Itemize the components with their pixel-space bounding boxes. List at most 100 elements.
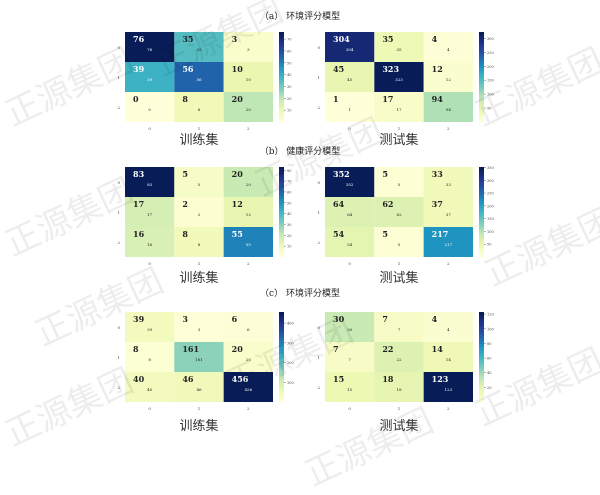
colorbar-segment	[479, 334, 484, 338]
cell-annotation: 5	[398, 242, 401, 247]
heatmap-cell	[325, 342, 375, 372]
colorbar-segment	[479, 248, 484, 251]
cell-value: 4	[432, 314, 438, 324]
colorbar-segment	[279, 207, 284, 211]
colorbar-segment	[479, 56, 484, 60]
heatmap-cell	[325, 167, 375, 197]
colorbar-tick-label: 20	[287, 234, 291, 238]
colorbar-segment	[279, 388, 284, 392]
y-tick-label: 0	[317, 325, 320, 330]
cell-annotation: 6	[247, 327, 250, 332]
colorbar-segment	[479, 345, 484, 349]
heatmap-cell	[374, 372, 424, 402]
colorbar-segment	[479, 43, 484, 46]
cell-annotation: 161	[195, 357, 203, 362]
colorbar-segment	[479, 32, 484, 35]
heatmap-cell	[125, 167, 175, 197]
x-tick-label: 0	[148, 126, 151, 131]
colorbar-segment	[479, 72, 484, 76]
colorbar-segment	[479, 117, 484, 121]
colorbar-segment	[279, 327, 284, 331]
colorbar-segment	[279, 248, 284, 251]
colorbar-segment	[279, 180, 284, 184]
heatmap-cell	[125, 197, 175, 227]
x-tick-label: 1	[198, 406, 201, 411]
x-tick-label: 0	[148, 261, 151, 266]
colorbar-segment	[479, 214, 484, 217]
colorbar-segment	[479, 381, 484, 385]
cell-annotation: 7	[398, 327, 401, 332]
colorbar-segment	[279, 189, 284, 193]
colorbar-tick-label: 100	[487, 93, 494, 97]
colorbar-segment	[279, 336, 284, 340]
colorbar-segment	[279, 232, 284, 235]
cell-annotation: 123	[445, 387, 453, 392]
y-tick-label: 2	[317, 240, 320, 245]
colorbar-segment	[279, 239, 284, 242]
group-title: （b） 健康评分模型	[260, 145, 341, 157]
cell-annotation: 304	[346, 47, 354, 52]
colorbar-segment	[479, 234, 484, 238]
colorbar-tick-label: 300	[487, 179, 494, 183]
colorbar-segment	[479, 332, 484, 335]
colorbar-segment	[279, 384, 284, 387]
heatmap-cell	[174, 92, 224, 122]
colorbar-segment	[279, 234, 284, 238]
y-tick-label: 2	[117, 385, 120, 390]
colorbar-segment	[279, 359, 284, 362]
colorbar-segment	[279, 230, 284, 233]
colorbar-segment	[479, 363, 484, 367]
colorbar-segment	[279, 332, 284, 335]
colorbar-segment	[279, 169, 284, 172]
colorbar-segment	[279, 363, 284, 367]
colorbar-tick-label: 40	[287, 73, 291, 77]
heatmap-cell	[223, 167, 273, 197]
cell-value: 10	[232, 64, 244, 74]
cell-annotation: 456	[245, 387, 253, 392]
colorbar-segment	[279, 182, 284, 186]
colorbar-segment	[279, 47, 284, 51]
colorbar-tick-label: 50	[287, 61, 291, 65]
heatmap-cell	[374, 167, 424, 197]
cell-annotation: 33	[446, 182, 452, 187]
colorbar-segment	[279, 399, 284, 403]
heatmap-cell	[125, 32, 175, 62]
colorbar-segment	[479, 225, 484, 229]
colorbar-segment	[279, 101, 284, 105]
cell-annotation: 35	[196, 47, 202, 52]
subplot-title: 测试集	[379, 418, 418, 434]
heatmap-cell	[325, 92, 375, 122]
colorbar-segment	[479, 370, 484, 374]
colorbar-segment	[279, 34, 284, 37]
x-tick-label: 0	[348, 126, 351, 131]
heatmap-cell	[174, 227, 224, 257]
subplot-title: 训练集	[179, 132, 218, 148]
heatmap-cell	[174, 312, 224, 342]
colorbar-tick-label: 60	[287, 49, 291, 53]
colorbar-segment	[479, 92, 484, 96]
colorbar-segment	[279, 375, 284, 378]
colorbar-segment	[479, 115, 484, 118]
colorbar-segment	[479, 252, 484, 256]
colorbar-segment	[479, 191, 484, 195]
colorbar-segment	[479, 108, 484, 112]
colorbar-tick-label: 30	[287, 85, 291, 89]
colorbar-segment	[479, 70, 484, 73]
colorbar-segment	[279, 200, 284, 204]
cell-annotation: 40	[147, 387, 153, 392]
cell-annotation: 94	[446, 107, 452, 112]
cell-annotation: 0	[148, 107, 151, 112]
cell-value: 35	[382, 34, 393, 44]
colorbar-segment	[279, 343, 284, 347]
colorbar-segment	[279, 314, 284, 317]
colorbar-segment	[279, 350, 284, 353]
y-tick-label: 1	[117, 355, 120, 360]
x-tick-label: 1	[198, 126, 201, 131]
heatmap-cell	[125, 312, 175, 342]
colorbar-segment	[279, 312, 284, 315]
cell-value: 7	[382, 314, 388, 324]
colorbar-segment	[279, 357, 284, 360]
colorbar-segment	[279, 106, 284, 109]
colorbar-tick-label: 40	[287, 212, 291, 216]
colorbar-segment	[279, 104, 284, 107]
